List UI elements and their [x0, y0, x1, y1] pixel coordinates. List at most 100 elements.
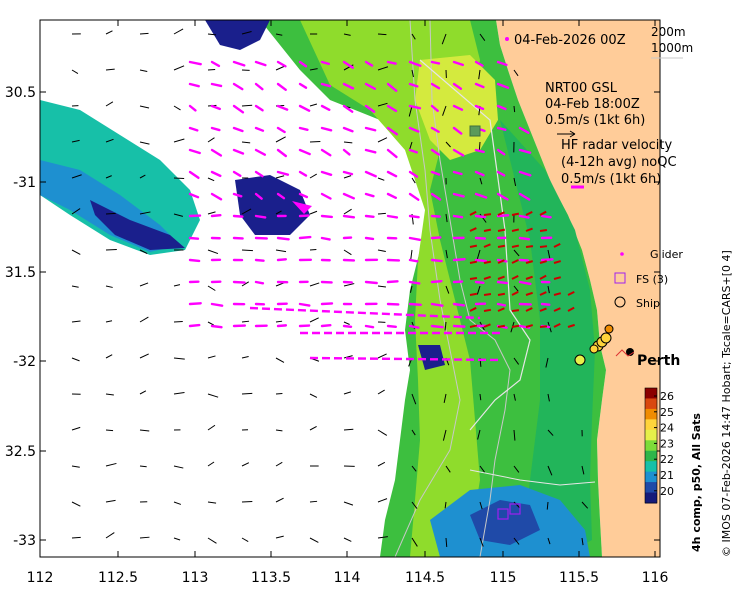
colorbar-tick-label: 22 [660, 453, 674, 466]
shelf-arrow [484, 214, 491, 215]
shelf-arrow [540, 246, 547, 247]
credit-label: © IMOS 07-Feb-2026 14:47 Hobart; Tscale=… [720, 250, 733, 557]
bathy-legend-200m: 200m [651, 25, 686, 39]
model-arrow [514, 106, 515, 112]
hf-arrow [190, 325, 199, 326]
colorbar-swatch [645, 388, 657, 399]
hf-arrow [388, 281, 397, 282]
shelf-arrow [484, 310, 491, 311]
model-source-label: NRT00 GSL [545, 81, 618, 96]
hf-arrow [432, 216, 440, 217]
colorbar-title: 4h comp, p50, All Sats [690, 413, 703, 552]
hf-arrow [432, 304, 442, 306]
shelf-arrow [470, 294, 477, 295]
shelf-arrow [484, 230, 491, 231]
glider-square-marker [470, 126, 480, 136]
hf-arrow [388, 62, 396, 64]
glider-legend-icon [620, 252, 624, 256]
y-tick-label: 30.5 [5, 85, 36, 101]
y-tick-label: 32.5 [5, 444, 36, 460]
hf-arrow [344, 216, 354, 217]
x-tick-label: 114.5 [405, 570, 445, 586]
hf-arrow [520, 238, 529, 239]
shelf-arrow [470, 262, 477, 263]
model-arrow [378, 34, 386, 35]
hf-arrow [366, 238, 373, 239]
hf-arrow [432, 237, 440, 238]
hf-arrow [322, 216, 332, 217]
hf-arrow [322, 238, 330, 239]
shelf-arrow [512, 246, 519, 247]
hf-arrow [256, 216, 265, 217]
glider-legend-label: Glider [650, 248, 683, 261]
ship-marker [575, 355, 585, 365]
shelf-arrow [512, 310, 519, 311]
shelf-arrow [512, 214, 519, 215]
colorbar-swatch [645, 493, 657, 504]
hf-arrow [454, 326, 464, 327]
model-arrow [72, 537, 81, 538]
hf-arrow [256, 282, 263, 283]
y-tick-label: -33 [13, 533, 36, 549]
x-tick-label: 113.5 [251, 570, 291, 586]
hf-arrow [498, 128, 505, 130]
hf-arrow [212, 215, 220, 216]
hf-arrow [542, 216, 551, 217]
x-tick-label: 112.5 [98, 570, 138, 586]
colorbar-tick-label: 26 [660, 390, 674, 403]
x-tick-label: 116 [642, 570, 669, 586]
hf-arrow [388, 216, 397, 217]
y-tick-label: 31.5 [5, 265, 36, 281]
shelf-arrow [512, 326, 519, 327]
shelf-arrow [470, 246, 477, 247]
hf-arrow [520, 216, 528, 218]
shelf-arrow [484, 262, 491, 263]
hf-arrow [212, 304, 222, 306]
hf-arrow [190, 238, 198, 239]
model-arrow [140, 33, 149, 34]
hf-arrow [410, 260, 417, 261]
shelf-arrow [540, 326, 547, 327]
shelf-arrow [484, 294, 491, 295]
colorbar-swatch [645, 451, 657, 462]
colorbar-swatch [645, 461, 657, 472]
hf-arrow [344, 326, 351, 327]
hf-arrow [234, 282, 245, 283]
colorbar-swatch [645, 472, 657, 483]
colorbar-tick-label: 25 [660, 406, 674, 419]
colorbar-tick-label: 23 [660, 437, 674, 450]
hf-arrow [410, 216, 419, 217]
model-arrow [242, 250, 253, 251]
model-arrow [310, 141, 320, 142]
hf-scale-label: 0.5m/s (1kt 6h) [561, 172, 661, 187]
hf-arrow [322, 303, 332, 304]
shelf-arrow [498, 326, 505, 327]
y-tick-label: -31 [13, 175, 36, 191]
hf-arrow [366, 326, 373, 327]
colorbar-swatch [645, 419, 657, 430]
hf-arrow [234, 216, 242, 217]
hf-arrow [476, 282, 483, 283]
hf-arrow [542, 304, 549, 305]
date-label: 04-Feb-2026 00Z [514, 33, 626, 48]
fs-legend-label: FS (3) [636, 273, 668, 286]
hf-arrow [432, 326, 443, 327]
colorbar-swatch [645, 440, 657, 451]
shelf-arrow [498, 246, 505, 247]
hf-title-label: HF radar velocity [561, 138, 673, 153]
hf-arrow [454, 304, 464, 305]
hf-arrow [366, 216, 373, 217]
model-arrow [242, 393, 252, 394]
shelf-arrow [526, 246, 533, 247]
shelf-arrow [498, 230, 505, 231]
ship-legend-label: Ship [636, 297, 660, 310]
shelf-arrow [540, 230, 547, 231]
ship-marker [590, 345, 598, 353]
x-tick-label: 112 [27, 570, 54, 586]
model-arrow [106, 249, 117, 250]
hf-arrow [212, 326, 221, 327]
hf-arrow [256, 260, 264, 261]
colorbar-tick-label: 24 [660, 422, 674, 435]
